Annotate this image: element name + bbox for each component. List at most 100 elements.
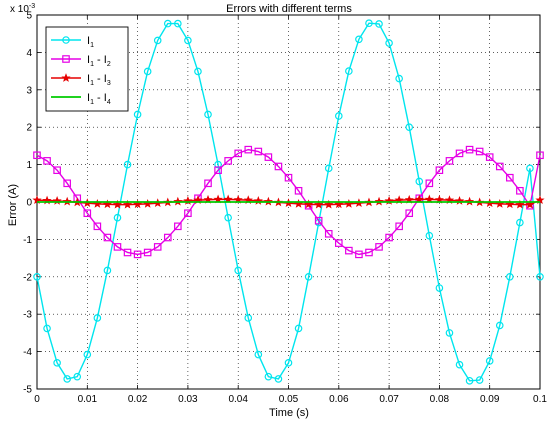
data-point <box>345 67 353 75</box>
x-tick-label: 0.1 <box>533 394 547 405</box>
legend: I1 I1 - I2 I1 - I3 I1 - I4 <box>45 26 129 112</box>
legend-entry: I1 - I4 <box>51 92 111 106</box>
data-point <box>174 222 182 231</box>
data-point <box>83 209 92 218</box>
data-point <box>415 177 424 186</box>
data-point <box>234 266 243 275</box>
x-tick-label: 0.03 <box>178 394 198 405</box>
data-point <box>445 329 454 337</box>
data-point <box>414 194 424 204</box>
data-point <box>103 233 112 242</box>
data-point <box>93 222 102 231</box>
data-point <box>254 350 263 359</box>
data-point <box>43 324 51 333</box>
legend-entry: I1 - I3 <box>51 73 111 87</box>
data-point <box>73 372 82 381</box>
x-tick-label: 0.05 <box>279 394 299 405</box>
data-point <box>516 186 524 195</box>
data-point <box>274 162 283 171</box>
data-point <box>505 199 515 209</box>
y-tick-label: 4 <box>26 48 32 59</box>
data-point <box>254 147 263 156</box>
data-point <box>132 199 143 209</box>
data-point <box>184 36 192 45</box>
data-point <box>244 145 253 154</box>
legend-label: I1 - I2 <box>87 54 111 68</box>
data-point <box>455 149 464 158</box>
x-tick-label: 0.09 <box>480 394 500 405</box>
data-point <box>43 157 51 165</box>
data-point <box>314 199 324 209</box>
data-point <box>375 20 383 28</box>
x-tick-label: 0.07 <box>379 394 399 405</box>
data-point <box>284 359 293 367</box>
x-tick-label: 0.01 <box>78 394 98 405</box>
data-point <box>174 19 182 28</box>
data-point <box>63 375 71 383</box>
series-1 <box>33 19 544 385</box>
data-point <box>304 272 313 281</box>
legend-label: I1 - I3 <box>87 73 111 87</box>
data-point <box>284 173 293 182</box>
data-point <box>345 246 353 255</box>
data-point <box>335 239 343 247</box>
data-point <box>294 186 303 195</box>
data-point <box>435 166 444 175</box>
data-point <box>102 199 113 209</box>
data-point <box>274 375 283 383</box>
data-point <box>324 199 334 209</box>
data-point <box>133 110 142 119</box>
data-point <box>465 376 474 385</box>
x-axis-label: Time (s) <box>269 407 309 419</box>
data-point <box>184 209 192 218</box>
data-point <box>485 153 494 161</box>
data-point <box>455 360 464 369</box>
data-point <box>334 112 343 120</box>
x-tick-label: 0.02 <box>128 394 148 405</box>
data-point <box>365 248 373 257</box>
data-point <box>224 157 232 165</box>
data-point <box>214 160 222 169</box>
data-point <box>425 231 434 240</box>
y-tick-label: 2 <box>26 123 32 134</box>
data-point <box>355 250 363 259</box>
data-point <box>63 179 71 188</box>
y-tick-label: 1 <box>26 160 32 171</box>
data-point <box>133 250 142 259</box>
data-point <box>495 162 504 171</box>
data-point <box>334 199 344 209</box>
y-tick-label: 5 <box>26 11 32 22</box>
y-tick-label: 3 <box>26 85 32 96</box>
legend-marker <box>62 36 70 44</box>
legend-entry: I1 <box>51 35 94 49</box>
data-point <box>83 350 92 359</box>
data-point <box>516 218 524 227</box>
data-point <box>264 153 273 161</box>
data-point <box>204 179 212 188</box>
data-point <box>324 229 333 238</box>
data-point <box>495 321 504 330</box>
data-point <box>424 194 434 204</box>
data-point <box>294 324 303 333</box>
data-point <box>395 222 403 231</box>
series-group <box>32 19 545 385</box>
data-point <box>526 164 534 173</box>
legend-entry: I1 - I2 <box>51 54 111 68</box>
data-point <box>153 36 162 45</box>
chart-title: Errors with different terms <box>226 3 352 15</box>
y-tick-label: -1 <box>23 235 32 246</box>
data-point <box>385 233 393 242</box>
y-axis-label: Error (A) <box>7 184 19 226</box>
legend-label: I1 - I4 <box>87 92 111 106</box>
data-point <box>324 164 333 173</box>
y-tick-label: -5 <box>23 385 32 396</box>
data-point <box>506 173 514 182</box>
data-point <box>143 248 152 257</box>
y-tick-label: 0 <box>26 198 32 209</box>
data-point <box>33 272 41 281</box>
legend-marker <box>62 55 70 63</box>
x-tick-label: 0.06 <box>329 394 349 405</box>
x-tick-label: 0 <box>34 394 40 405</box>
data-point <box>123 248 132 257</box>
data-point <box>112 199 123 209</box>
